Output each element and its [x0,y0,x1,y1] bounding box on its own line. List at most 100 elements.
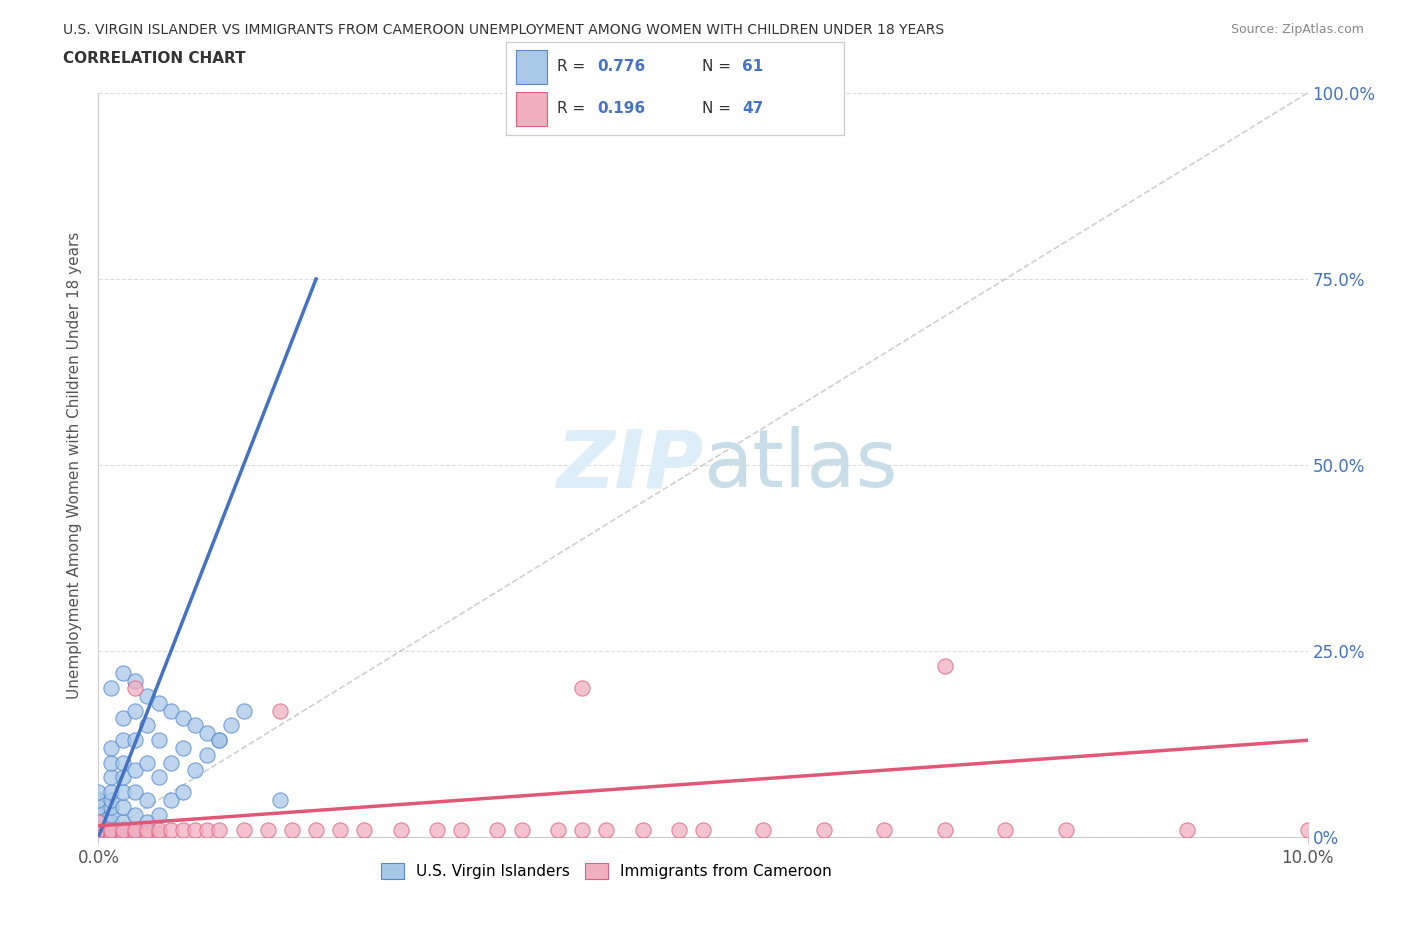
Point [87,830,110,844]
Text: atlas: atlas [703,426,897,504]
Point [100,815,122,830]
Point [269,703,291,718]
Point [426,822,449,837]
Text: R =: R = [557,60,591,74]
Point [692,822,714,837]
Point [111,822,134,837]
Point [148,696,170,711]
Point [752,822,775,837]
Point [124,673,146,688]
Text: R =: R = [557,101,591,116]
Point [124,785,146,800]
Point [934,822,956,837]
Point [1054,822,1077,837]
Point [873,822,896,837]
Text: 47: 47 [742,101,763,116]
Point [87,800,110,815]
Point [547,822,569,837]
Point [160,792,183,807]
Point [124,681,146,696]
Point [111,826,134,841]
Point [87,792,110,807]
Point [934,658,956,673]
Point [450,822,472,837]
Point [135,718,157,733]
Point [256,822,278,837]
Point [100,681,122,696]
Point [135,826,157,841]
Point [87,815,110,830]
Point [813,822,835,837]
Point [510,822,533,837]
Point [100,770,122,785]
Point [353,822,375,837]
Point [571,681,593,696]
Point [571,822,593,837]
Text: U.S. VIRGIN ISLANDER VS IMMIGRANTS FROM CAMEROON UNEMPLOYMENT AMONG WOMEN WITH C: U.S. VIRGIN ISLANDER VS IMMIGRANTS FROM … [63,23,945,37]
Point [172,711,194,725]
Bar [516,50,547,84]
Point [232,822,254,837]
Point [87,785,110,800]
Point [148,822,170,837]
Point [135,792,157,807]
Point [87,818,110,833]
Point [111,755,134,770]
Point [87,815,110,830]
Point [100,822,122,837]
Point [135,688,157,703]
Point [172,740,194,755]
Point [100,830,122,844]
Y-axis label: Unemployment Among Women with Children Under 18 years: Unemployment Among Women with Children U… [67,232,83,698]
Text: 0.776: 0.776 [598,60,645,74]
Point [87,830,110,844]
Point [111,815,134,830]
Point [184,718,207,733]
Point [124,807,146,822]
Point [389,822,412,837]
Point [111,830,134,844]
Point [269,792,291,807]
Point [208,822,231,837]
Point [87,826,110,841]
Point [329,822,352,837]
Text: 61: 61 [742,60,763,74]
Point [486,822,509,837]
Point [100,792,122,807]
Point [100,785,122,800]
Point [668,822,690,837]
Point [124,826,146,841]
Point [135,755,157,770]
Text: N =: N = [702,60,735,74]
Point [195,725,218,740]
Point [87,807,110,822]
Point [305,822,328,837]
Point [160,822,183,837]
Point [184,763,207,777]
Point [124,733,146,748]
Point [208,733,231,748]
Point [184,822,207,837]
Point [631,822,654,837]
Point [87,830,110,844]
Point [160,755,183,770]
Point [111,666,134,681]
Point [148,807,170,822]
Point [135,815,157,830]
Point [160,703,183,718]
Point [124,763,146,777]
Text: ZIP: ZIP [555,426,703,504]
Point [100,800,122,815]
Point [232,703,254,718]
Point [1175,822,1198,837]
Point [100,826,122,841]
Point [172,822,194,837]
Point [195,748,218,763]
Text: CORRELATION CHART: CORRELATION CHART [63,51,246,66]
Point [148,770,170,785]
Point [221,718,243,733]
Point [111,800,134,815]
Point [100,830,122,844]
Text: N =: N = [702,101,735,116]
Point [135,822,157,837]
